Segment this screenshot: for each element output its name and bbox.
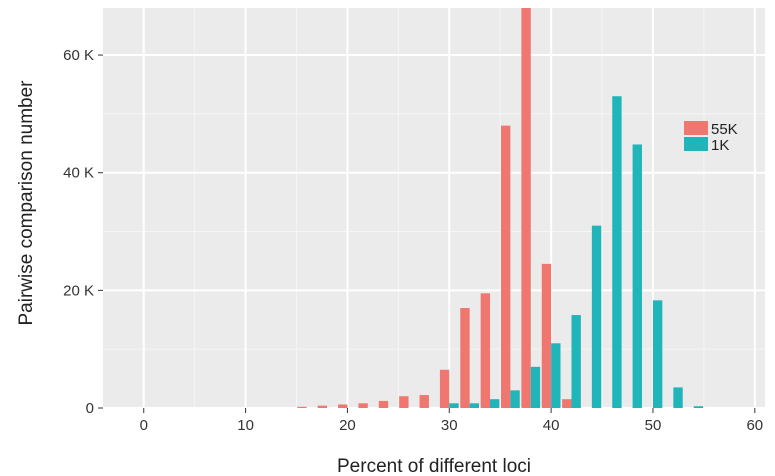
bar-1k-38: [530, 366, 541, 408]
bar-55k-42: [562, 399, 572, 408]
bar-55k-34: [480, 293, 491, 408]
bar-55k-36: [501, 125, 511, 408]
legend-label-55k: 55K: [711, 121, 738, 138]
bar-1k-52: [673, 387, 683, 408]
bar-55k-16: [297, 406, 307, 408]
bar-55k-30: [439, 369, 450, 408]
x-tick-label: 20: [339, 417, 356, 434]
bar-55k-24: [378, 400, 389, 408]
y-tick-label: 40 K: [63, 165, 94, 182]
bar-55k-28: [419, 395, 429, 408]
plot-background: [103, 8, 765, 408]
y-tick-label: 60 K: [63, 47, 94, 64]
bars-layer: [297, 8, 704, 408]
legend-key-1k: [684, 137, 708, 151]
bar-55k-22: [358, 403, 368, 408]
y-axis-title: Pairwise comparison number: [16, 80, 37, 326]
bar-1k-34: [490, 399, 500, 408]
bar-1k-32: [469, 403, 480, 408]
bar-1k-30: [449, 403, 459, 408]
x-tick-label: 40: [543, 417, 560, 434]
bar-1k-42: [571, 315, 581, 408]
bar-1k-40: [551, 343, 561, 408]
bar-55k-18: [317, 405, 328, 408]
x-tick-label: 10: [237, 417, 254, 434]
bar-55k-40: [541, 263, 552, 408]
y-tick-label: 20 K: [63, 282, 94, 299]
bar-55k-38: [521, 8, 531, 408]
bar-55k-32: [460, 308, 470, 408]
y-tick-label: 0: [86, 400, 94, 417]
bar-1k-44: [591, 225, 602, 408]
legend-key-55k: [684, 121, 708, 135]
x-tick-label: 60: [746, 417, 763, 434]
x-tick-label: 0: [140, 417, 148, 434]
x-axis-title: Percent of different loci: [337, 456, 531, 476]
legend: 55K 1K: [684, 121, 738, 154]
bar-1k-36: [510, 390, 520, 408]
x-tick-label: 30: [441, 417, 458, 434]
bar-1k-48: [632, 144, 642, 408]
bar-55k-20: [338, 404, 348, 408]
x-tick-label: 50: [645, 417, 662, 434]
bar-1k-46: [612, 96, 622, 408]
bar-1k-50: [652, 300, 663, 408]
axis-layer: 0 10 20 30 40 50 60 0 20 K 40 K 60 K: [63, 47, 763, 434]
bar-1k-54: [693, 406, 704, 408]
legend-label-1k: 1K: [711, 137, 729, 154]
bar-55k-26: [399, 396, 409, 408]
